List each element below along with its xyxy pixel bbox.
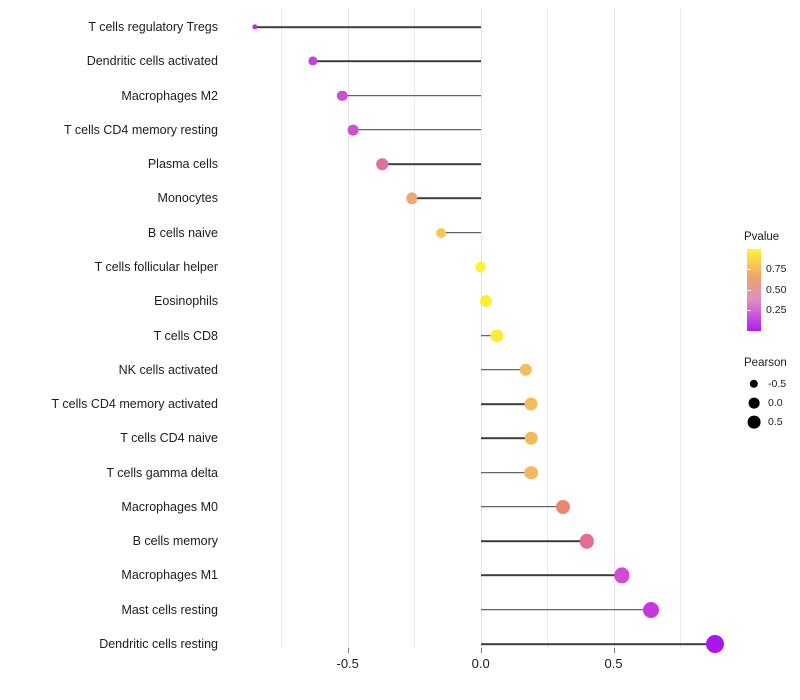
gridline-minor	[414, 8, 416, 648]
lollipop-point[interactable]	[308, 56, 318, 66]
pearson-legend-title: Pearson	[744, 357, 787, 369]
lollipop-stem	[480, 471, 532, 474]
colorbar-tick-mark	[747, 310, 751, 311]
pearson-legend-label: 0.5	[768, 415, 783, 428]
plot-panel	[236, 8, 728, 653]
lollipop-point[interactable]	[252, 24, 258, 30]
pvalue-legend-title: Pvalue	[744, 231, 780, 243]
lollipop-stem	[342, 94, 481, 97]
lollipop-point[interactable]	[524, 465, 538, 480]
gridline-major	[480, 8, 482, 648]
x-tick-mark	[480, 648, 482, 653]
pvalue-color-legend: Pvalue 0.25 0.50 0.75	[744, 231, 800, 331]
y-tick-label: T cells CD8	[153, 328, 218, 343]
colorbar-tick-label: 0.25	[766, 303, 787, 316]
y-tick-label: Macrophages M0	[121, 499, 218, 514]
colorbar-tick-label: 0.50	[766, 283, 787, 296]
y-tick-label: T cells CD4 naive	[120, 431, 218, 446]
gridline-minor	[680, 8, 682, 648]
lollipop-point[interactable]	[480, 295, 492, 308]
pearson-legend-dot	[748, 397, 760, 409]
lollipop-point[interactable]	[435, 227, 446, 238]
x-tick-label: -0.5	[336, 656, 359, 671]
lollipop-stem	[480, 334, 497, 337]
pvalue-colorbar-wrap: 0.25 0.50 0.75	[744, 248, 800, 331]
lollipop-stem	[480, 574, 622, 577]
y-tick-label: Monocytes	[157, 191, 218, 206]
x-tick-mark	[613, 648, 615, 653]
y-tick-label: Dendritic cells resting	[99, 636, 218, 651]
lollipop-point[interactable]	[347, 124, 359, 136]
y-tick-label: NK cells activated	[118, 362, 218, 377]
x-tick-mark	[347, 648, 349, 653]
lollipop-point[interactable]	[475, 261, 487, 273]
pearson-legend-label: -0.5	[768, 377, 787, 390]
lollipop-stem	[480, 369, 526, 371]
lollipop-point[interactable]	[519, 363, 533, 376]
y-tick-label: Eosinophils	[154, 293, 218, 308]
lollipop-point[interactable]	[642, 601, 659, 618]
gridline-minor	[281, 8, 283, 648]
colorbar-tick-mark	[747, 289, 751, 291]
lollipop-point[interactable]	[490, 328, 504, 343]
pearson-legend-entry: 0.0	[744, 394, 800, 413]
colorbar-tick-mark	[747, 269, 751, 270]
y-tick-label: T cells CD4 memory resting	[64, 122, 218, 137]
lollipop-stem	[480, 643, 715, 645]
y-tick-label: B cells naive	[147, 225, 218, 240]
lollipop-point[interactable]	[524, 432, 538, 445]
y-tick-label: Macrophages M1	[121, 568, 218, 583]
y-tick-label: B cells memory	[132, 533, 218, 548]
y-tick-label: T cells follicular helper	[94, 259, 218, 274]
y-tick-label: T cells gamma delta	[106, 465, 218, 480]
pearson-legend-dot	[747, 415, 761, 429]
lollipop-stem	[480, 608, 651, 611]
gridline-major	[613, 8, 615, 648]
x-tick-label: 0.0	[471, 656, 490, 671]
lollipop-stem	[480, 540, 588, 542]
y-tick-label: Plasma cells	[147, 156, 218, 171]
lollipop-stem	[480, 437, 532, 440]
lollipop-point[interactable]	[337, 90, 348, 101]
lollipop-stem	[313, 60, 481, 63]
x-tick-label: 0.5	[604, 656, 623, 671]
y-tick-label: Macrophages M2	[121, 88, 218, 103]
lollipop-point[interactable]	[405, 192, 418, 204]
pearson-size-legend: Pearson -0.5 0.0 0.5	[744, 357, 800, 432]
y-tick-label: T cells regulatory Tregs	[88, 19, 218, 34]
y-tick-label: Mast cells resting	[121, 602, 218, 617]
y-tick-label: Dendritic cells activated	[86, 54, 218, 69]
pearson-legend-entry: -0.5	[744, 375, 800, 394]
y-axis: T cells regulatory Tregs Dendritic cells …	[0, 0, 228, 700]
pearson-legend-label: 0.0	[768, 396, 783, 409]
lollipop-point[interactable]	[556, 499, 571, 514]
lollipop-point[interactable]	[579, 533, 595, 549]
lollipop-stem	[353, 129, 481, 131]
gridline-minor	[547, 8, 549, 648]
pearson-legend-entries: -0.5 0.0 0.5	[744, 375, 800, 432]
pearson-legend-dot	[749, 379, 759, 389]
lollipop-stem	[411, 197, 481, 200]
lollipop-point[interactable]	[705, 635, 724, 653]
gridline-major	[347, 8, 349, 648]
lollipop-stem	[480, 506, 564, 508]
lollipop-point[interactable]	[524, 397, 538, 411]
lollipop-point[interactable]	[376, 158, 389, 170]
lollipop-point[interactable]	[614, 567, 630, 583]
colorbar-tick-label: 0.75	[766, 262, 787, 275]
y-tick-label: T cells CD4 memory activated	[51, 396, 219, 411]
lollipop-stem	[382, 163, 481, 165]
lollipop-stem	[440, 231, 481, 234]
lollipop-stem	[254, 26, 481, 28]
x-axis: -0.5 0.0 0.5	[236, 648, 728, 688]
lollipop-stem	[480, 403, 532, 405]
pearson-legend-entry: 0.5	[744, 413, 800, 432]
